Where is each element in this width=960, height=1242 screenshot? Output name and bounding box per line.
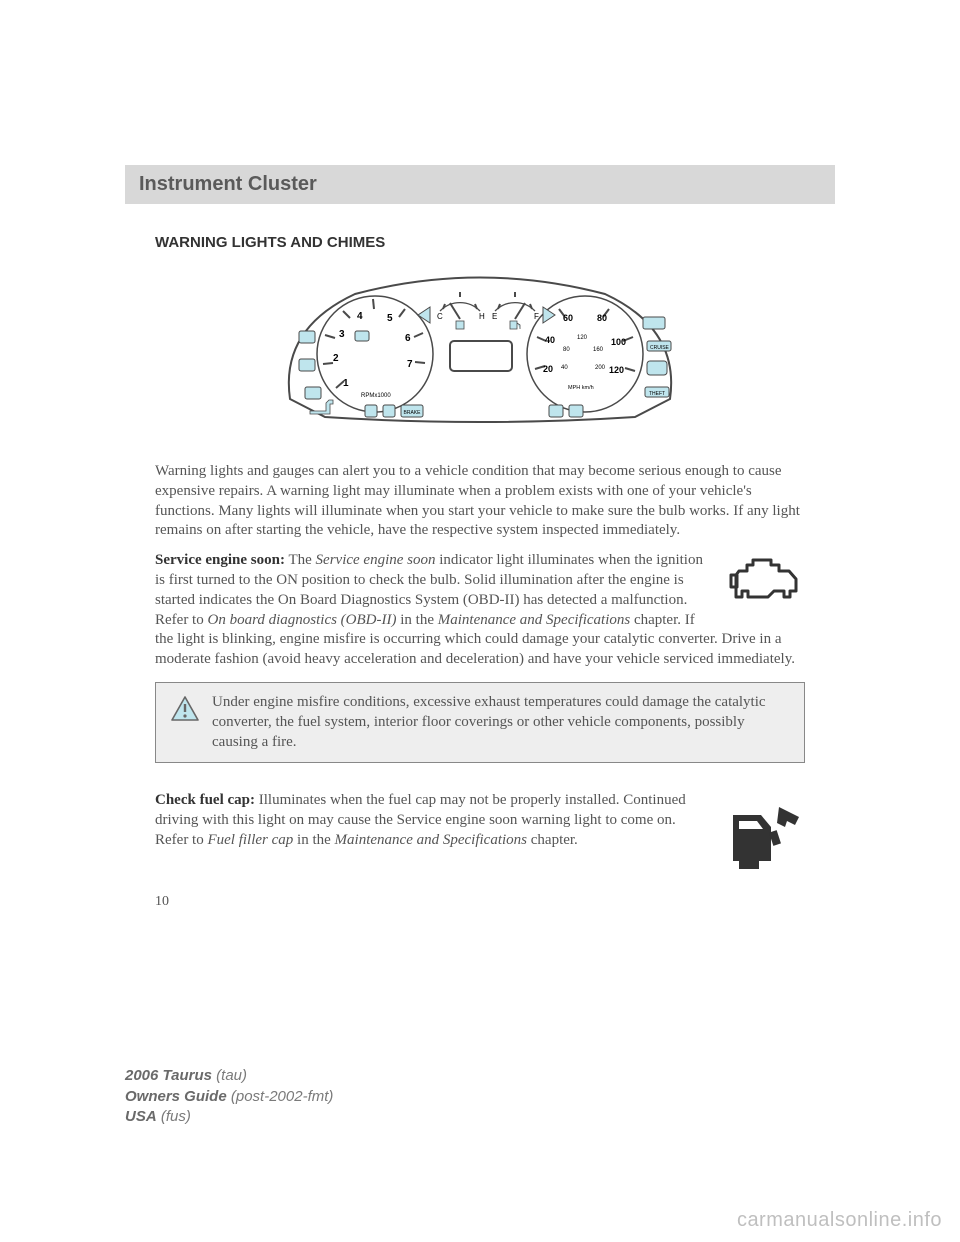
cruise-label: CRUISE — [650, 345, 670, 351]
service-engine-paragraph: Service engine soon: The Service engine … — [155, 551, 805, 670]
spd-i160: 160 — [593, 347, 604, 353]
spd-40: 40 — [545, 335, 555, 345]
temp-icon — [456, 321, 464, 329]
left-turn-icon — [418, 307, 430, 323]
service-engine-lead: Service engine soon: — [155, 552, 285, 568]
section-header: Instrument Cluster — [139, 173, 821, 196]
spd-100: 100 — [611, 337, 626, 347]
heading-warning-lights: WARNING LIGHTS AND CHIMES — [155, 234, 805, 251]
check-engine-small-icon — [310, 400, 333, 414]
warning-text: Under engine misfire conditions, excessi… — [212, 693, 790, 752]
fuel-e: E — [492, 312, 497, 321]
tach-2: 2 — [333, 353, 339, 364]
spd-i40: 40 — [561, 365, 568, 371]
tach-3: 3 — [339, 329, 345, 340]
warning-callout: Under engine misfire conditions, excessi… — [155, 682, 805, 763]
spd-unit: MPH km/h — [568, 385, 594, 391]
headlamp-icon — [299, 331, 315, 343]
spd-120: 120 — [609, 365, 624, 375]
footer-meta: 2006 Taurus (tau) Owners Guide (post-200… — [125, 1066, 333, 1127]
warning-triangle-icon — [170, 695, 200, 723]
spd-i200: 200 — [595, 365, 606, 371]
fuel-cap-lead: Check fuel cap: — [155, 792, 255, 808]
page-number: 10 — [155, 894, 805, 910]
fuel-pump-icon — [510, 321, 520, 329]
tach-6: 6 — [405, 333, 411, 344]
instrument-cluster-figure: 1 2 3 4 5 6 7 RPMx1000 20 40 60 80 100 — [155, 269, 805, 434]
airbag-icon — [383, 405, 395, 417]
spd-20: 20 — [543, 364, 553, 374]
fuel-cap-icon — [727, 793, 805, 880]
tach-unit: RPMx1000 — [361, 393, 391, 399]
highbeam-icon — [299, 359, 315, 371]
theft-label: THEFT — [649, 391, 665, 397]
spd-i80: 80 — [563, 347, 570, 353]
abs-icon — [355, 331, 369, 341]
tach-4: 4 — [357, 311, 363, 322]
seatbelt-icon — [365, 405, 377, 417]
fuel-cap-paragraph: Check fuel cap: Illuminates when the fue… — [155, 791, 805, 880]
tach-5: 5 — [387, 313, 393, 324]
temp-h: H — [479, 312, 485, 321]
trunk-icon — [569, 405, 583, 417]
battery-icon — [549, 405, 563, 417]
spd-i120: 120 — [577, 335, 588, 341]
door-ajar-icon — [643, 317, 665, 329]
service-engine-icon — [727, 553, 805, 612]
temp-c: C — [437, 312, 443, 321]
oil-icon — [305, 387, 321, 399]
spd-80: 80 — [597, 313, 607, 323]
tach-1: 1 — [343, 378, 349, 389]
section-header-band: Instrument Cluster — [125, 165, 835, 204]
intro-paragraph: Warning lights and gauges can alert you … — [155, 462, 805, 541]
tach-7: 7 — [407, 359, 413, 370]
brake-indicator: BRAKE — [401, 405, 423, 417]
odometer-window — [450, 341, 512, 371]
brake-label: BRAKE — [404, 410, 422, 416]
spd-60: 60 — [563, 313, 573, 323]
watermark: carmanualsonline.info — [737, 1209, 942, 1232]
fuelcap-small-icon — [647, 361, 667, 375]
fuel-f: F — [534, 312, 539, 321]
